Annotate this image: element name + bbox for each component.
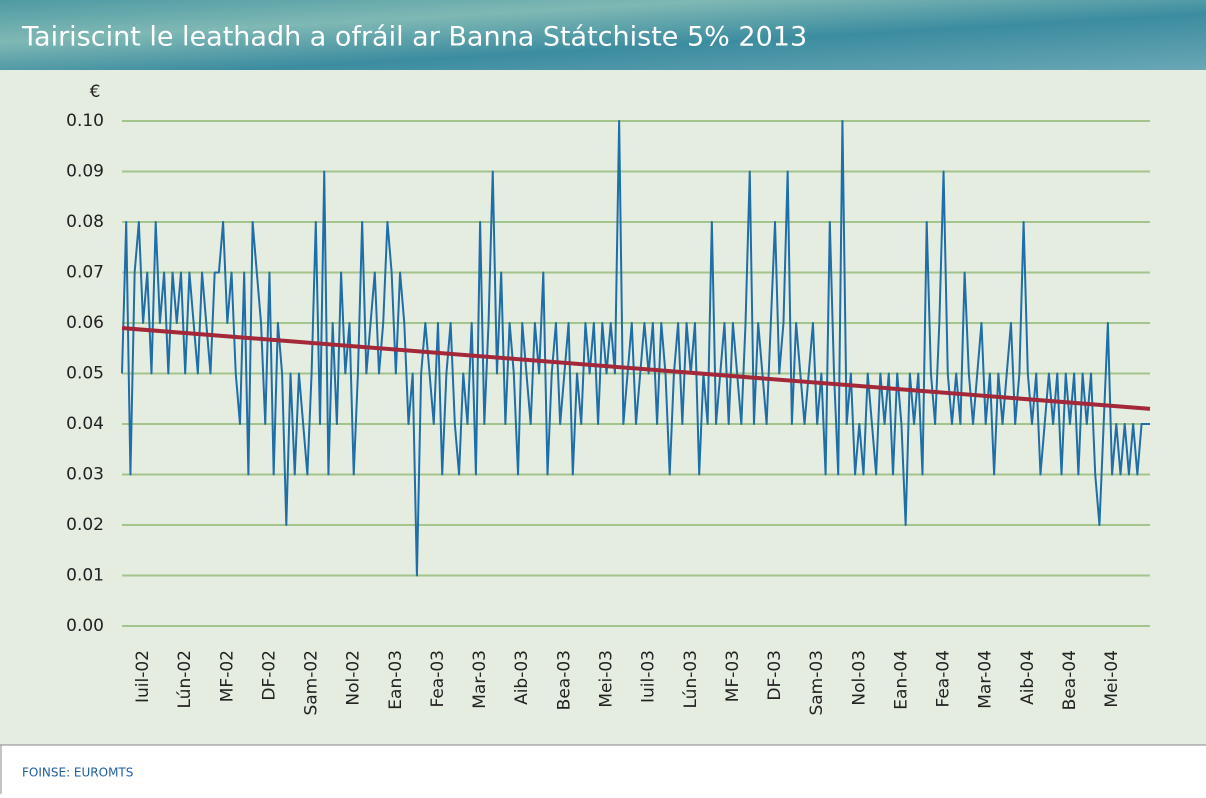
x-tick-label: MF-02 (217, 650, 237, 702)
y-tick-label: 0.06 (66, 313, 104, 333)
x-tick-label: Bea-03 (554, 650, 574, 710)
x-tick-label: DF-03 (765, 650, 785, 701)
x-tick-label: Ean-04 (891, 650, 911, 710)
trend-line (121, 326, 1151, 411)
y-tick-label: 0.03 (66, 465, 104, 485)
y-tick-label: 0.10 (66, 111, 104, 131)
x-tick-label: Nol-03 (849, 650, 869, 706)
x-tick-label: Sam-03 (807, 650, 827, 716)
x-tick-label: Ean-03 (386, 650, 406, 710)
y-tick-label: 0.05 (66, 364, 104, 384)
x-tick-label: Iuil-03 (639, 650, 659, 703)
x-tick-label: Mar-04 (976, 650, 996, 709)
y-tick-label: 0.07 (66, 263, 104, 283)
y-tick-label: 0.08 (66, 212, 104, 232)
x-tick-label: Mei-04 (1102, 650, 1122, 708)
y-tick-label: 0.01 (66, 566, 104, 586)
x-tick-label: Mar-03 (470, 650, 490, 709)
source-note: FOINSE: EUROMTS (22, 766, 133, 780)
x-tick-label: Fea-03 (428, 650, 448, 708)
series-line (121, 120, 1150, 577)
y-tick-label: 0.02 (66, 515, 104, 535)
x-tick-label: Bea-04 (1060, 650, 1080, 710)
y-axis-label: € (90, 82, 101, 102)
x-tick-label: Aib-03 (512, 650, 532, 705)
x-tick-label: Nol-02 (344, 650, 364, 706)
x-tick-label: Lún-02 (175, 650, 195, 709)
x-tick-label: Aib-04 (1018, 650, 1038, 705)
header-band (0, 0, 1206, 70)
plot-background (0, 70, 1206, 745)
x-tick-label: MF-03 (723, 650, 743, 702)
x-tick-label: Mei-03 (597, 650, 617, 708)
x-tick-label: Sam-02 (302, 650, 322, 716)
x-tick-label: Fea-04 (934, 650, 954, 708)
y-tick-label: 0.00 (66, 616, 104, 636)
y-tick-label: 0.09 (66, 162, 104, 182)
chart-title: Tairiscint le leathadh a ofráil ar Banna… (21, 22, 807, 53)
x-tick-label: Iuil-02 (133, 650, 153, 703)
x-tick-label: DF-02 (259, 650, 279, 701)
x-tick-label: Lún-03 (681, 650, 701, 709)
y-tick-label: 0.04 (66, 414, 104, 434)
